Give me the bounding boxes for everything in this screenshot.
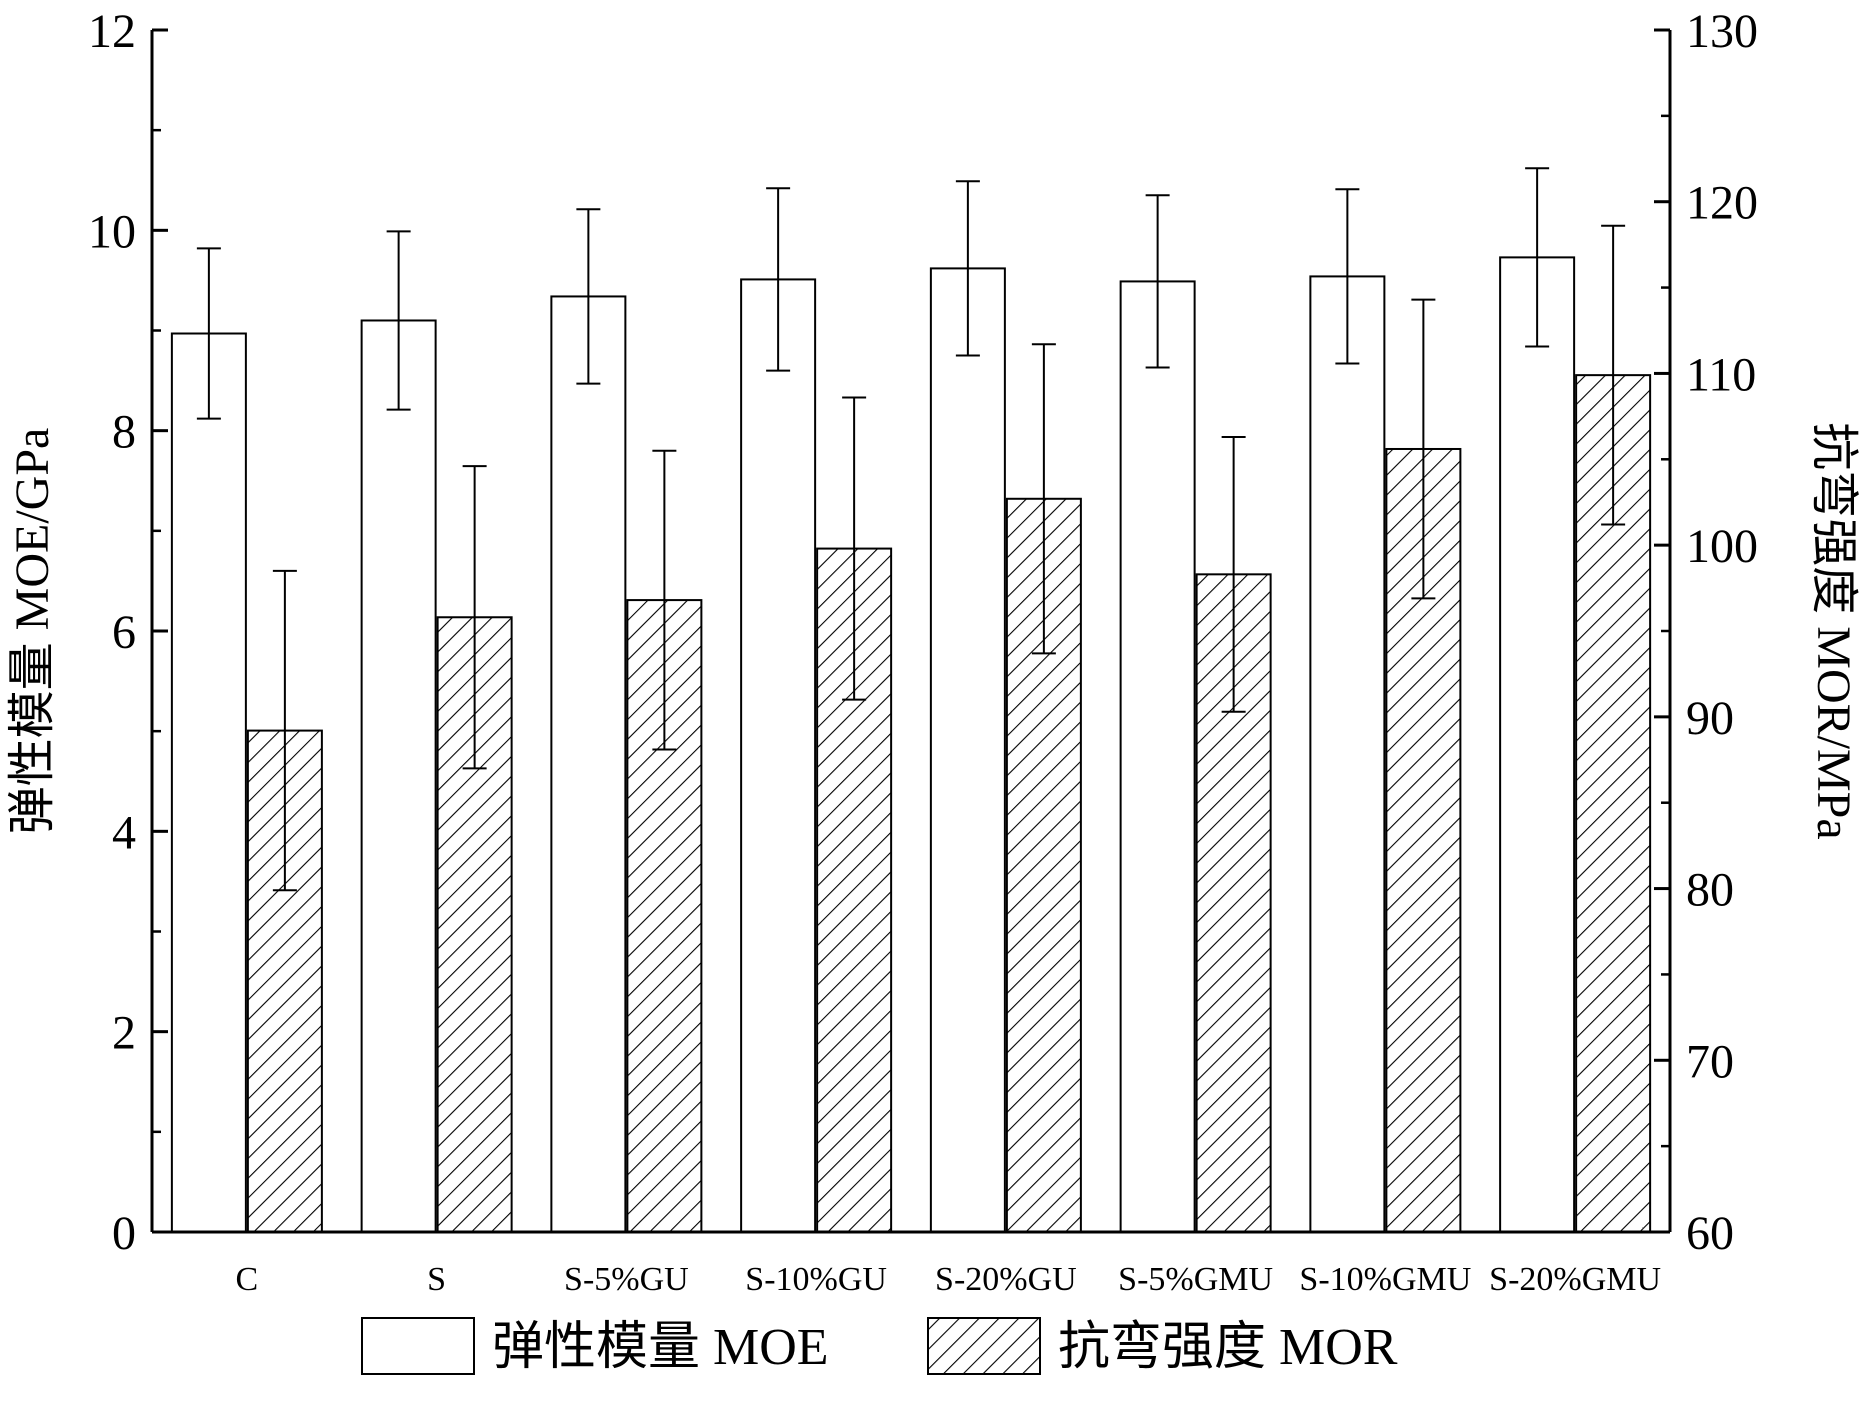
legend-item-moe-swatch: [361, 1317, 475, 1375]
legend-item-mor-swatch: [927, 1317, 1041, 1375]
x-tick-label: S-10%GU: [745, 1261, 887, 1298]
y-tick-label-right: 60: [1686, 1207, 1734, 1260]
y-tick-label-right: 110: [1686, 348, 1756, 401]
bar-moe: [1119, 280, 1196, 1233]
axes: [150, 28, 1672, 1234]
y-tick-label-left: 2: [112, 1007, 136, 1060]
y-tick-label-left: 10: [88, 205, 136, 258]
bar-moe: [929, 267, 1006, 1233]
y-tick-label-left: 4: [112, 806, 136, 859]
x-tick-label: S-10%GMU: [1299, 1261, 1471, 1298]
x-tick-label: S-20%GMU: [1489, 1261, 1661, 1298]
bar-moe: [1499, 256, 1576, 1233]
x-tick-label: S-20%GU: [935, 1261, 1077, 1298]
y-tick-label-left: 12: [88, 5, 136, 58]
y-tick-label-right: 70: [1686, 1035, 1734, 1088]
legend: 弹性模量 MOE 抗弯强度 MOR: [361, 1317, 1398, 1376]
x-tick-label: S-5%GU: [564, 1261, 689, 1298]
bar-moe: [740, 278, 817, 1234]
y-tick-label-left: 6: [112, 606, 136, 659]
legend-item-moe-label: 弹性模量 MOE: [492, 1319, 829, 1376]
y-axis-title-right: 抗弯强度 MOR/MPa: [1807, 422, 1860, 839]
y-tick-label-right: 100: [1686, 520, 1758, 573]
x-tick-label: C: [236, 1261, 259, 1298]
y-tick-label-left: 8: [112, 406, 136, 459]
y-tick-label-right: 80: [1686, 864, 1734, 917]
bars: [170, 167, 1652, 1234]
legend-item-mor-label: 抗弯强度 MOR: [1058, 1318, 1398, 1376]
y-tick-label-right: 90: [1686, 692, 1734, 745]
labels: C S S-5%GU S-10%GU S-20%GU S-5%GMU S-10%GMU S-2…: [6, 5, 1860, 1298]
y-axis-title-left: 弹性模量 MOE/GPa: [6, 428, 59, 835]
bar-moe: [360, 319, 437, 1233]
y-tick-label-right: 120: [1686, 177, 1758, 230]
bar-moe: [1309, 275, 1386, 1234]
x-tick-label: S: [427, 1261, 446, 1298]
bar-moe: [550, 295, 627, 1233]
y-tick-label-right: 130: [1686, 5, 1758, 58]
bar-moe: [170, 332, 247, 1233]
x-tick-label: S-5%GMU: [1118, 1261, 1273, 1298]
y-tick-label-left: 0: [112, 1207, 136, 1260]
